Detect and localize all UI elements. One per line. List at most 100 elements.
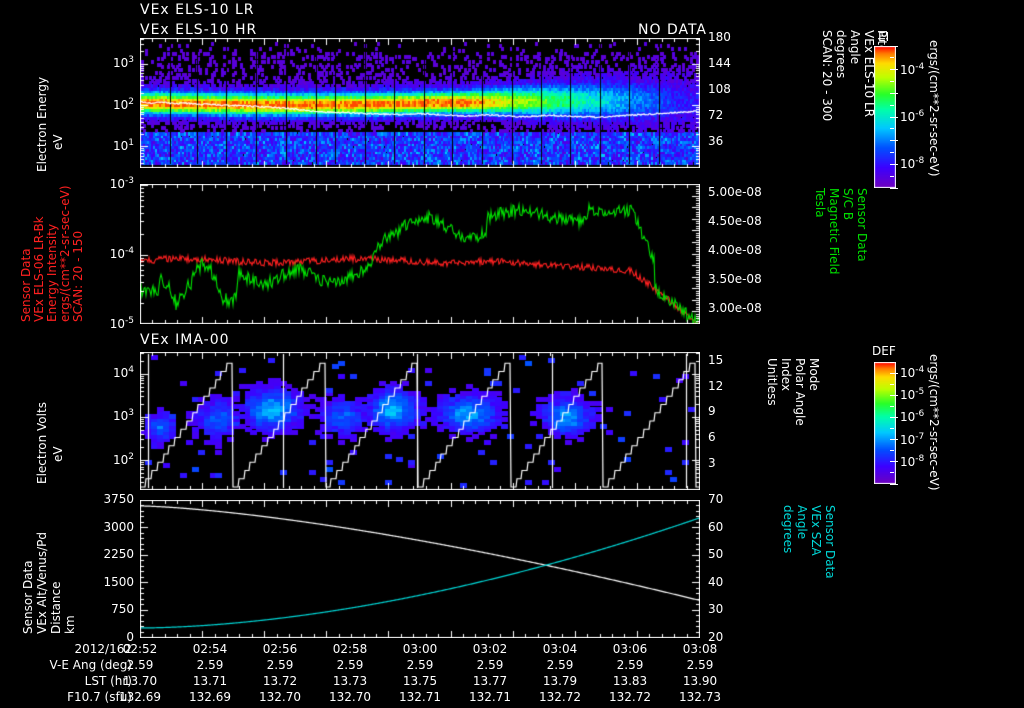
p4-rlbl-1: VEx SZA: [809, 505, 823, 556]
bottom-row-value: 03:02: [472, 642, 508, 656]
bottom-row-value: 13.90: [682, 674, 718, 688]
p2-llbl-4: SCAN: 20 - 150: [71, 230, 85, 322]
p3-llbl-0: Electron Volts: [35, 402, 49, 484]
bottom-row-value: 2.59: [126, 658, 154, 672]
axis-tick-label: 60: [708, 519, 724, 534]
p2-rlbl-0: Sensor Data: [855, 188, 869, 262]
bottom-row-value: 132.69: [189, 690, 231, 704]
p4-llbl-2: Distance: [49, 581, 63, 634]
bottom-row-value: 13.83: [612, 674, 648, 688]
bottom-row-value: 13.70: [122, 674, 158, 688]
panel1-left-axis-label: Electron Energy eV: [22, 40, 65, 180]
bottom-row-label: 2012/162: [74, 642, 133, 656]
panel1-title-lr: VEx ELS-10 LR: [140, 2, 255, 18]
p4-llbl-1: VEx Alt/Venus/Pd: [35, 531, 49, 634]
axis-tick-label: 10-4: [109, 246, 134, 261]
panel4-left-axis-label: Sensor Data VEx Alt/Venus/Pd Distance km: [10, 494, 80, 639]
axis-tick-label: 6: [708, 430, 716, 445]
axis-tick-label: 4.50e-08: [708, 213, 762, 228]
axis-tick-label: 12: [708, 378, 724, 393]
bottom-row-value: 02:56: [262, 642, 298, 656]
axis-tick-label: 2250: [103, 547, 134, 562]
bottom-row-label: LST (hr): [84, 674, 132, 688]
bottom-row-value: 132.70: [329, 690, 371, 704]
bottom-row-value: 132.69: [119, 690, 161, 704]
bottom-row-value: 03:06: [612, 642, 648, 656]
p3-rlbl-2: Index: [779, 358, 793, 392]
bottom-row-value: 2.59: [546, 658, 574, 672]
axis-tick-label: 3.00e-08: [708, 301, 762, 316]
p4-rlbl-3: degrees: [781, 505, 795, 554]
p4-rlbl-2: Angle: [795, 505, 809, 540]
axis-tick-label: 10-6: [900, 409, 925, 425]
axis-tick-label: 10-4: [900, 365, 925, 381]
axis-tick-label: 9: [708, 404, 716, 419]
bottom-row-label: V-E Ang (deg): [49, 658, 132, 672]
colorbar1-gradient: [874, 46, 896, 188]
p3-rlbl-3: Unitless: [765, 358, 779, 406]
panel2-right-axis-label: Sensor Data S/C B Magnetic Field Tesla: [813, 188, 880, 328]
bottom-row-value: 02:58: [332, 642, 368, 656]
bottom-row-value: 2.59: [336, 658, 364, 672]
axis-tick-label: 30: [708, 602, 724, 617]
bottom-row-label: F10.7 (sfu): [67, 690, 132, 704]
panel1-spectrogram: [140, 38, 700, 168]
panel2-left-axis-label: Sensor Data VEx ELS-06 LR-Bk Energy Inte…: [10, 180, 85, 330]
bottom-row-value: 13.73: [332, 674, 368, 688]
axis-tick-label: 103: [112, 408, 134, 424]
panel3-right-axis-label: Mode Polar Angle Index Unitless: [760, 358, 840, 498]
p2-rlbl-1: S/C B: [841, 188, 855, 221]
bottom-row-value: 132.70: [259, 690, 301, 704]
axis-tick-label: 102: [112, 96, 134, 112]
p2-llbl-3: ergs/(cm**2-sr-sec-eV): [58, 185, 72, 322]
axis-tick-label: 3: [708, 456, 716, 471]
axis-tick-label: 5.00e-08: [708, 184, 762, 199]
axis-tick-label: 108: [708, 82, 731, 96]
bottom-row-value: 02:54: [192, 642, 228, 656]
axis-tick-label: 3000: [103, 519, 134, 534]
axis-tick-label: 3750: [103, 492, 134, 506]
bottom-row-value: 2.59: [476, 658, 504, 672]
bottom-row-value: 132.71: [469, 690, 511, 704]
axis-tick-label: 104: [112, 364, 134, 380]
bottom-row-value: 2.59: [406, 658, 434, 672]
bottom-row-value: 2.59: [266, 658, 294, 672]
axis-tick-label: 10-8: [900, 453, 925, 469]
bottom-row-value: 03:00: [402, 642, 438, 656]
p1-rlbl-3: degrees: [834, 30, 848, 79]
p3-rlbl-1: Polar Angle: [793, 358, 807, 426]
panel4-lineplot: [140, 500, 700, 638]
panel1-left-label-line-1: eV: [51, 134, 65, 150]
axis-tick-label: 101: [112, 138, 134, 154]
p4-llbl-0: Sensor Data: [21, 560, 35, 634]
bottom-row-value: 13.79: [542, 674, 578, 688]
bottom-row-value: 132.72: [539, 690, 581, 704]
axis-tick-label: 10-5: [109, 316, 134, 331]
bottom-row-value: 2.59: [616, 658, 644, 672]
axis-tick-label: 72: [708, 108, 724, 122]
p2-rlbl-3: Tesla: [813, 188, 827, 218]
panel2-lineplot: [140, 184, 700, 324]
axis-tick-label: 180: [708, 30, 731, 44]
axis-tick-label: 36: [708, 134, 724, 148]
axis-tick-label: 40: [708, 574, 724, 589]
p2-rlbl-2: Magnetic Field: [827, 188, 841, 275]
axis-tick-label: 102: [112, 451, 134, 467]
panel1-title-hr: VEx ELS-10 HR: [140, 22, 258, 38]
colorbar1-title: EI: [878, 30, 890, 44]
bottom-row-value: 132.72: [609, 690, 651, 704]
p1-rlbl-4: SCAN: 20 - 300: [820, 30, 834, 122]
panel4-right-axis-label: Sensor Data VEx SZA Angle degrees: [781, 505, 848, 645]
axis-tick-label: 4.00e-08: [708, 243, 762, 258]
no-data-label: NO DATA: [638, 22, 708, 38]
axis-tick-label: 1500: [103, 574, 134, 589]
colorbar2-title: DEF: [872, 344, 896, 358]
p2-llbl-0: Sensor Data: [19, 248, 33, 322]
panel3-spectrogram: [140, 352, 700, 490]
bottom-row-value: 132.73: [679, 690, 721, 704]
p3-rlbl-0: Mode: [807, 358, 821, 391]
axis-tick-label: 10-7: [900, 431, 925, 447]
axis-tick-label: 750: [111, 602, 134, 617]
bottom-row-value: 03:08: [682, 642, 718, 656]
axis-tick-label: 10-5: [900, 387, 925, 403]
